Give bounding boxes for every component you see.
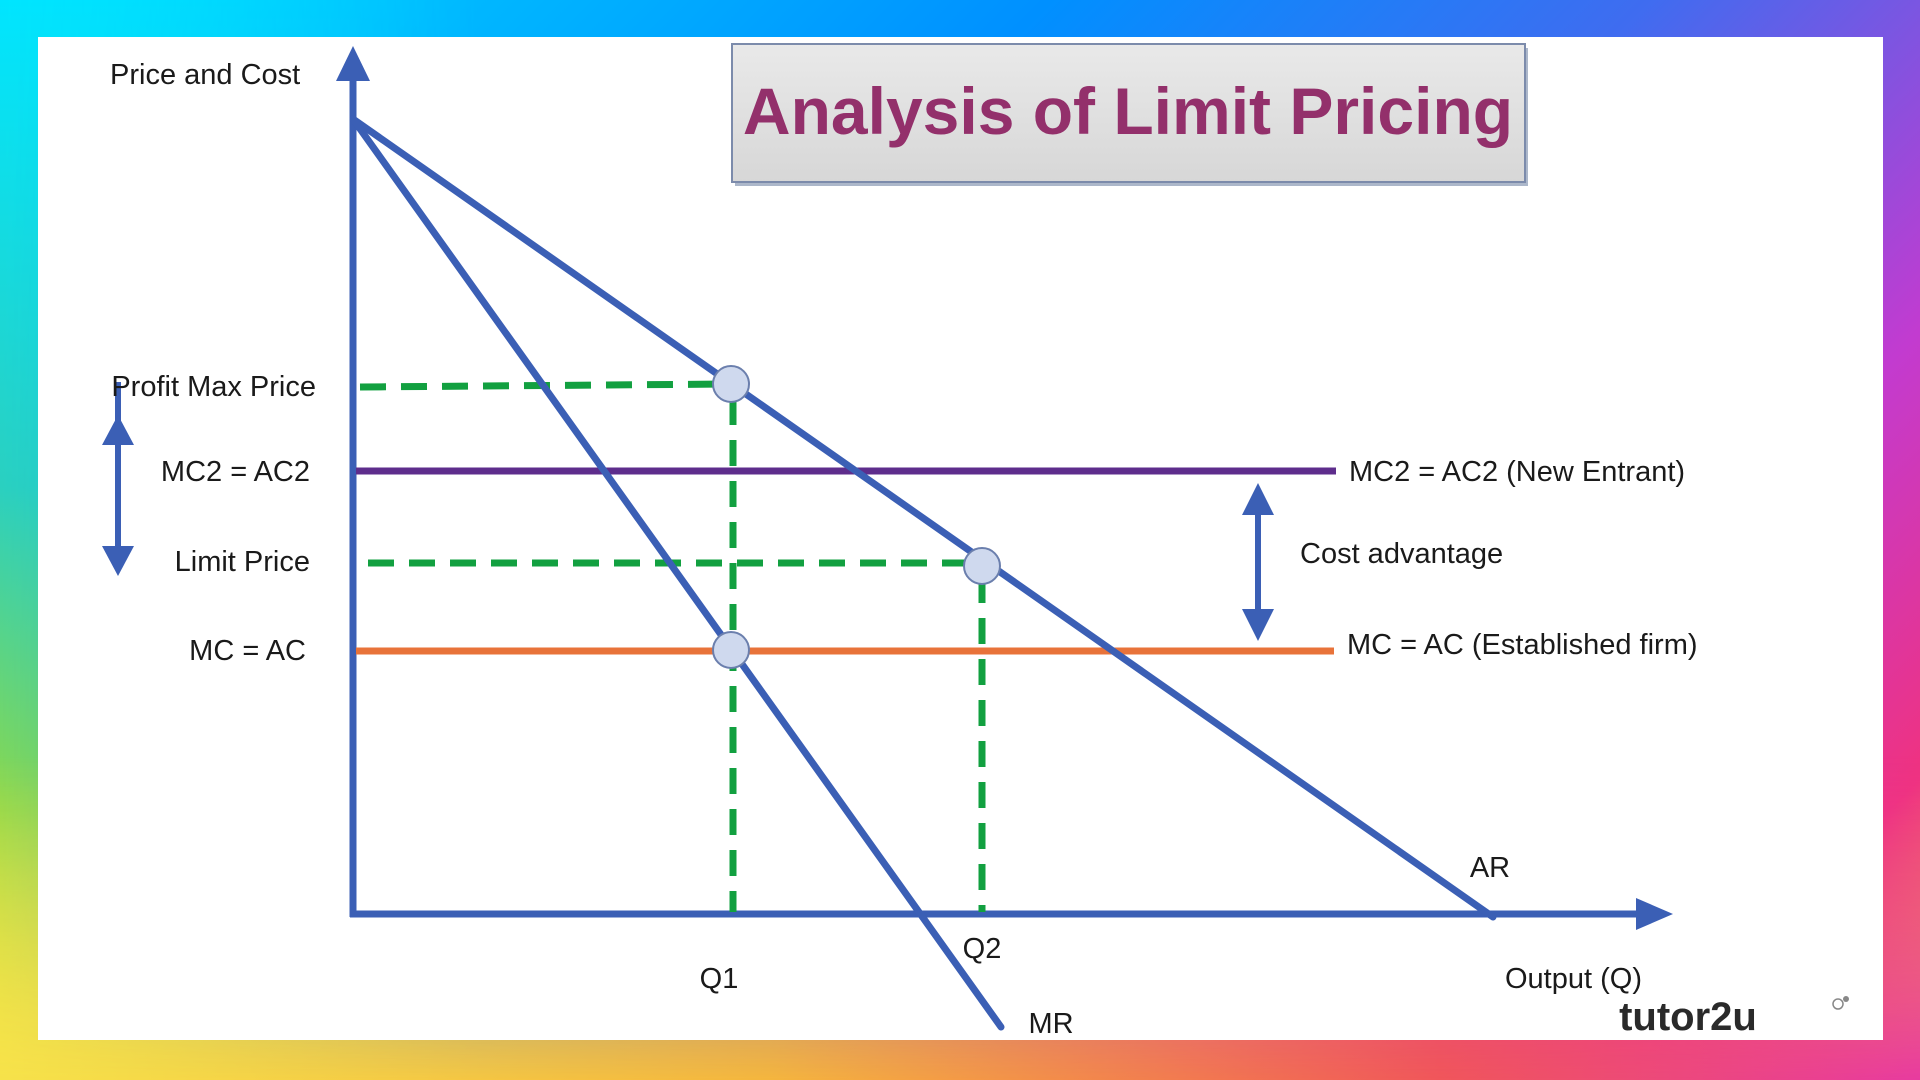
limit-price-label: Limit Price [175,546,310,578]
mr-label: MR [1028,1008,1073,1040]
cost-advantage-label: Cost advantage [1300,538,1503,570]
mc2-ac2-label: MC2 = AC2 [161,456,310,488]
q2-label: Q2 [963,933,1002,965]
mc-line-label: MC = AC (Established firm) [1347,629,1698,661]
ar-label: AR [1470,852,1510,884]
axes [336,46,1673,930]
page-title: Analysis of Limit Pricing [743,74,1513,148]
profit-max-price-label: Profit Max Price [111,371,316,403]
limit-pricing-diagram: Analysis of Limit Pricing [102,43,1849,1040]
price-range-arrow [102,382,134,576]
slide: Analysis of Limit Pricing [38,37,1883,1040]
title-box: Analysis of Limit Pricing [731,43,1528,186]
mc-ac-label: MC = AC [189,635,306,667]
limit-price-point [963,547,1001,585]
mc2-line-label: MC2 = AC2 (New Entrant) [1349,456,1685,488]
tutor2u-logo: tutor2u [1619,995,1849,1039]
brand-text: tutor2u [1619,995,1757,1039]
cost-advantage-arrow [1242,483,1274,641]
y-axis-arrowhead [336,46,370,81]
ar-curve [349,115,1497,921]
mr-curve [349,115,1005,1031]
profit-max-point [712,365,750,403]
x-axis-arrowhead [1636,898,1673,930]
q1-label: Q1 [700,963,739,995]
x-axis-label: Output (Q) [1505,963,1642,995]
mr-equals-mc-point [712,631,750,669]
y-axis-label: Price and Cost [110,59,300,91]
